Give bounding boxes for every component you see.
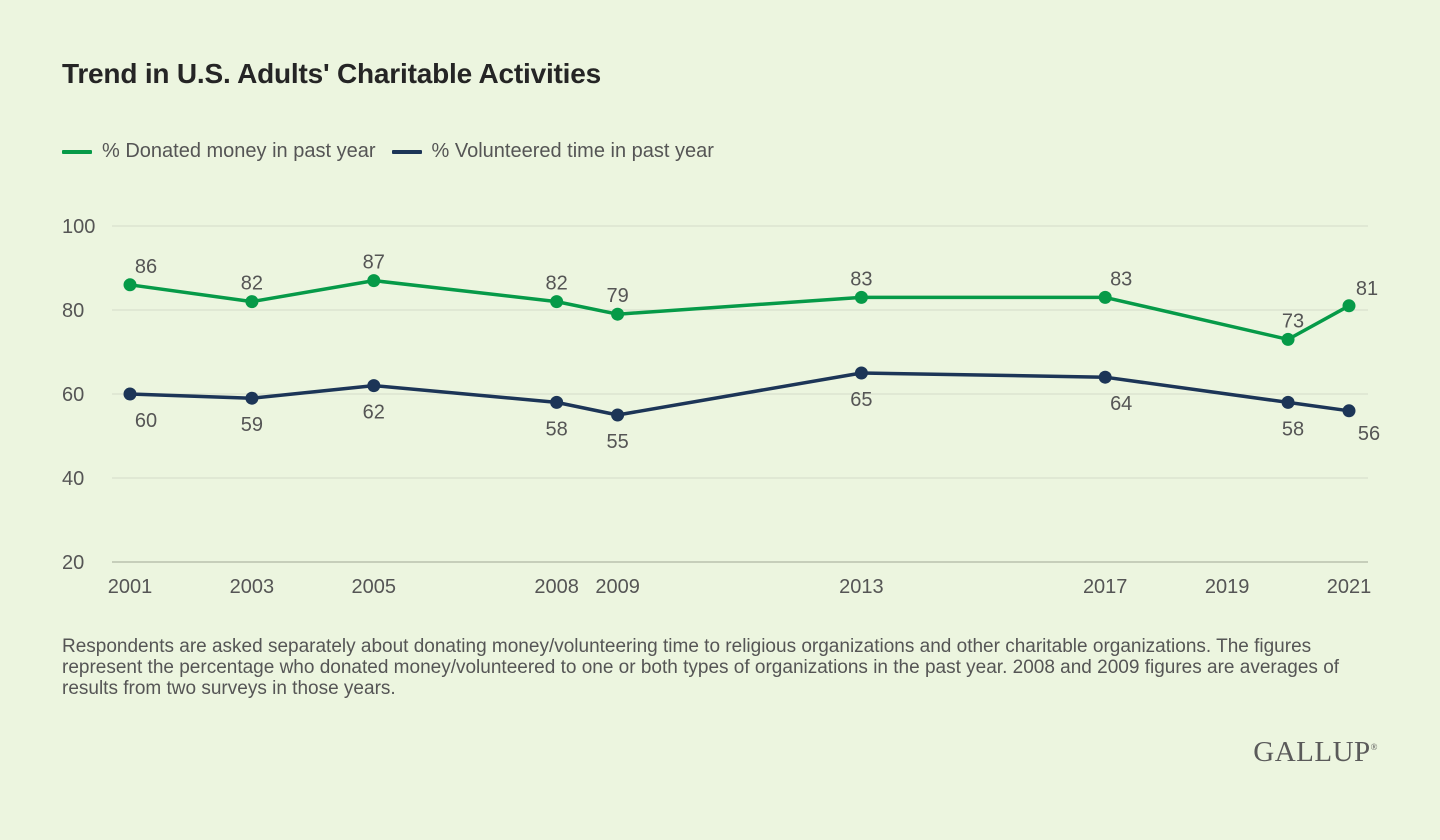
x-tick-label-2003: 2003 [230, 576, 275, 598]
data-label-donated-2009: 79 [606, 285, 628, 307]
data-point-donated-2008 [550, 295, 564, 309]
logo-registered-mark: ® [1370, 742, 1378, 752]
data-point-volunteered-2017 [1098, 370, 1112, 384]
grid-layer [112, 225, 1368, 563]
legend-item-donated: % Donated money in past year [62, 140, 376, 163]
x-tick-label-2013: 2013 [839, 576, 884, 598]
y-tick-label-20: 20 [62, 552, 84, 574]
data-point-donated-2021 [1342, 299, 1356, 313]
data-label-donated-2008: 82 [546, 273, 568, 295]
data-point-volunteered-2008 [550, 395, 564, 409]
y-tick-label-40: 40 [62, 468, 84, 490]
data-label-donated-2017: 83 [1110, 268, 1132, 290]
data-point-volunteered-2001 [123, 387, 137, 401]
legend-swatch-donated [62, 149, 92, 154]
data-label-volunteered-2013: 65 [850, 389, 872, 411]
x-tick-label-2005: 2005 [352, 576, 397, 598]
data-label-volunteered-2017: 64 [1110, 393, 1132, 415]
chart-footnote: Respondents are asked separately about d… [62, 636, 1340, 699]
legend-label-volunteered: % Volunteered time in past year [431, 140, 714, 162]
data-point-volunteered-2013 [854, 366, 868, 380]
x-tick-label-2021: 2021 [1327, 576, 1372, 598]
y-tick-label-100: 100 [62, 216, 95, 238]
legend-item-volunteered: % Volunteered time in past year [391, 140, 714, 163]
data-label-donated-2013: 83 [850, 268, 872, 290]
data-point-donated-2001 [123, 278, 137, 292]
data-point-volunteered-2020 [1281, 395, 1295, 409]
line-chart: 20 40 60 80 100 2001 2003 2005 2008 2009 2013 2017 2… [62, 216, 1380, 598]
x-tick-label-2017: 2017 [1083, 576, 1128, 598]
data-point-volunteered-2009 [611, 408, 625, 422]
data-point-volunteered-2003 [245, 391, 259, 405]
data-label-volunteered-2001: 60 [135, 410, 157, 432]
tick-layer: 20 40 60 80 100 2001 2003 2005 2008 2009 2013 2017 2… [62, 216, 1371, 598]
series-layer [123, 274, 1356, 422]
data-point-donated-2013 [854, 290, 868, 304]
data-label-donated-2003: 82 [241, 273, 263, 295]
chart-legend: % Donated money in past year % Volunteer… [62, 140, 730, 163]
chart-title: Trend in U.S. Adults' Charitable Activit… [62, 58, 601, 89]
legend-swatch-volunteered [391, 149, 422, 154]
data-point-volunteered-2021 [1342, 404, 1356, 418]
data-label-donated-2005: 87 [363, 252, 385, 274]
data-point-volunteered-2005 [367, 379, 381, 393]
data-point-donated-2003 [245, 295, 259, 309]
data-label-volunteered-2003: 59 [241, 414, 263, 436]
x-tick-label-2019: 2019 [1205, 576, 1250, 598]
data-label-volunteered-2009: 55 [606, 431, 628, 453]
x-tick-label-2008: 2008 [534, 576, 579, 598]
gallup-logo: GALLUP® [1253, 736, 1378, 769]
data-point-donated-2017 [1098, 290, 1112, 304]
y-tick-label-60: 60 [62, 384, 84, 406]
data-point-donated-2009 [611, 307, 625, 321]
data-point-donated-2005 [367, 274, 381, 288]
logo-text: GALLUP [1253, 736, 1371, 768]
data-label-volunteered-2020: 58 [1282, 418, 1304, 440]
data-label-donated-2021: 81 [1356, 278, 1378, 300]
data-point-donated-2020 [1281, 332, 1295, 346]
data-label-volunteered-2005: 62 [363, 402, 385, 424]
data-label-donated-2020: 73 [1282, 310, 1304, 332]
data-label-layer: 86 82 87 82 79 83 83 73 81 60 59 62 58 55 65 64 58 56 [135, 252, 1380, 453]
data-label-volunteered-2008: 58 [546, 418, 568, 440]
legend-label-donated: % Donated money in past year [102, 140, 376, 162]
data-label-donated-2001: 86 [135, 256, 157, 278]
data-label-volunteered-2021: 56 [1358, 423, 1380, 445]
y-tick-label-80: 80 [62, 300, 84, 322]
x-tick-label-2001: 2001 [108, 576, 153, 598]
x-tick-label-2009: 2009 [595, 576, 640, 598]
